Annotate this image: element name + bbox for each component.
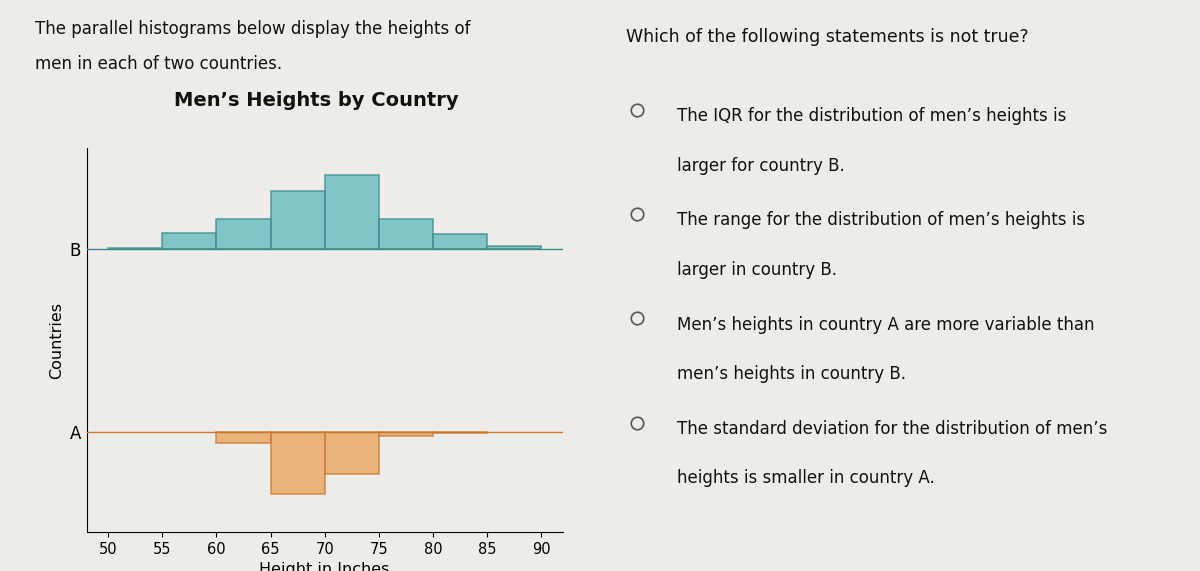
Text: Men’s Heights by Country: Men’s Heights by Country [174,91,458,110]
Text: men in each of two countries.: men in each of two countries. [35,55,282,73]
Text: heights is smaller in country A.: heights is smaller in country A. [678,469,935,487]
Text: larger in country B.: larger in country B. [678,261,838,279]
Text: The parallel histograms below display the heights of: The parallel histograms below display th… [35,19,470,38]
Text: The IQR for the distribution of men’s heights is: The IQR for the distribution of men’s he… [678,107,1067,126]
Text: Which of the following statements is not true?: Which of the following statements is not… [626,28,1028,46]
Text: The standard deviation for the distribution of men’s: The standard deviation for the distribut… [678,420,1108,438]
Text: larger for country B.: larger for country B. [678,156,845,175]
Text: Men’s heights in country A are more variable than: Men’s heights in country A are more vari… [678,316,1094,333]
Text: men’s heights in country B.: men’s heights in country B. [678,365,906,383]
Text: The range for the distribution of men’s heights is: The range for the distribution of men’s … [678,211,1086,230]
